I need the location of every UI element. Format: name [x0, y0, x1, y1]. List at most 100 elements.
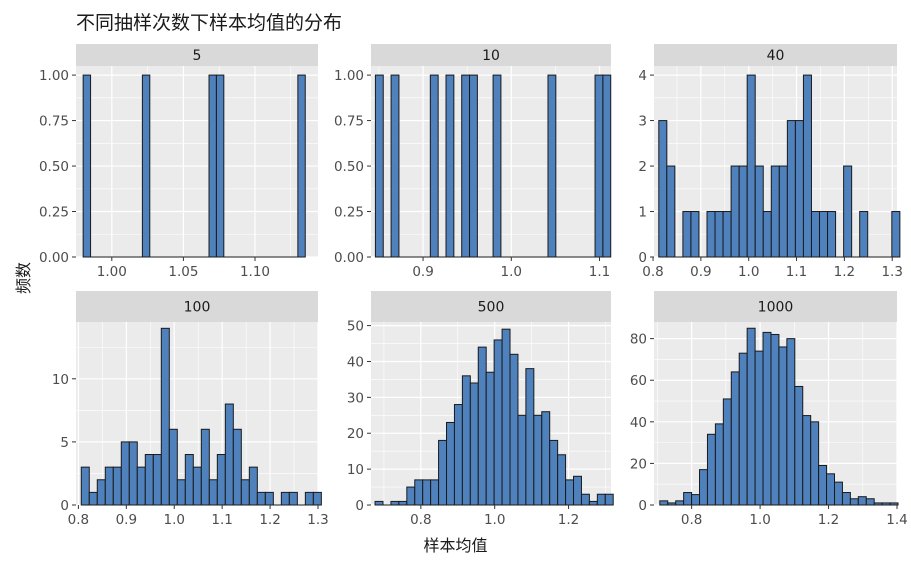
histogram-bar: [802, 74, 812, 258]
histogram-bar: [746, 327, 756, 506]
x-tick-label: 1.3: [307, 512, 328, 528]
facet-strip-label: 100: [184, 300, 211, 316]
histogram-bar: [762, 331, 772, 506]
histogram-bar: [493, 339, 503, 506]
histogram-bar: [834, 481, 843, 506]
histogram-bar: [778, 346, 788, 506]
histogram-bar: [264, 491, 274, 506]
histogram-bar: [288, 491, 298, 506]
histogram-bar: [430, 479, 440, 506]
histogram-bar: [297, 74, 306, 258]
histogram-bar: [304, 491, 314, 506]
histogram-bar: [152, 454, 162, 506]
histogram-bar: [429, 74, 439, 258]
histogram-bar: [573, 475, 582, 506]
histogram-bar: [706, 211, 716, 258]
histogram-bar: [857, 496, 867, 506]
x-tick-label: 1.2: [558, 512, 579, 528]
histogram-bar: [248, 466, 258, 506]
histogram-bar: [240, 479, 250, 506]
histogram-bar: [746, 74, 756, 258]
histogram-bar: [770, 333, 780, 506]
x-tick-label: 1.0: [749, 512, 770, 528]
y-tick-label: 4: [638, 68, 647, 84]
histogram-bar: [216, 454, 226, 506]
x-tick-label: 1.1: [589, 264, 610, 280]
facet-panel-5: 5 0.00 0.25 0.50 0.75 1.00 1.00 1.05 1.10: [39, 44, 318, 280]
y-tick-label: 2: [638, 159, 647, 175]
histogram-bar: [826, 473, 836, 506]
y-tick-label: 40: [347, 354, 364, 370]
y-tick-label: 0.25: [39, 205, 69, 221]
histogram-bar: [438, 439, 448, 506]
histogram-bar: [398, 500, 408, 506]
facet-panel-10: 10 0.00 0.25 0.50 0.75 1.00 0.9 1.0 1.1: [334, 44, 612, 280]
panel-background: [371, 66, 611, 257]
x-tick-label: 0.8: [642, 264, 663, 280]
histogram-bar: [547, 74, 557, 258]
histogram-bar: [580, 493, 590, 506]
x-tick-label: 0.8: [410, 512, 431, 528]
histogram-bar: [549, 439, 559, 506]
histogram-bar: [492, 74, 502, 258]
x-tick-label: 1.0: [163, 512, 184, 528]
x-tick-label: 0.8: [681, 512, 702, 528]
y-tick-label: 3: [638, 114, 647, 130]
histogram-bar: [659, 500, 669, 506]
histogram-bar: [541, 411, 551, 506]
histogram-bar: [794, 120, 804, 258]
histogram-bar: [390, 74, 400, 258]
y-tick-label: 0: [638, 498, 647, 514]
histogram-bar: [810, 211, 821, 258]
x-tick-label: 1.1: [786, 264, 807, 280]
facet-strip-label: 40: [767, 48, 785, 64]
histogram-bar: [501, 328, 511, 506]
histogram-bar: [136, 466, 146, 506]
histogram-bar: [604, 493, 614, 506]
histogram-bar: [818, 464, 828, 506]
histogram-bar: [414, 479, 424, 506]
facet-strip: [76, 291, 318, 322]
chart-title: 不同抽样次数下样本均值的分布: [76, 12, 343, 34]
histogram-bar: [517, 414, 527, 506]
x-tick-label: 1.00: [97, 264, 127, 280]
histogram-bar: [485, 371, 495, 506]
x-tick-label: 1.4: [886, 512, 907, 528]
x-tick-label: 0.9: [116, 512, 137, 528]
histogram-bar: [683, 492, 693, 506]
y-tick-label: 10: [347, 462, 364, 478]
histogram-bar: [786, 338, 796, 506]
facet-strip-label: 1000: [758, 300, 794, 316]
histogram-bar: [96, 479, 106, 506]
histogram-bar: [141, 74, 151, 258]
histogram-bar: [557, 454, 567, 506]
histogram-bar: [469, 74, 478, 258]
histogram-bar: [730, 165, 740, 258]
x-tick-label: 1.0: [501, 264, 522, 280]
histogram-bar: [208, 74, 217, 258]
histogram-bar: [730, 371, 740, 506]
facet-strip: [654, 44, 897, 66]
histogram-bar: [690, 211, 700, 258]
histogram-bar: [509, 353, 519, 506]
histogram-bar: [533, 414, 543, 506]
histogram-bar: [406, 486, 416, 506]
histogram-bar: [865, 498, 875, 506]
histogram-bar: [232, 428, 242, 506]
y-tick-label: 10: [52, 372, 69, 388]
x-tick-label: 1.1: [211, 512, 232, 528]
histogram-bar: [722, 211, 732, 258]
facet-strip-label: 5: [193, 48, 202, 64]
y-axis-label: 频数: [14, 261, 33, 295]
facet-panel-40: 40 0 1 2 3 4 0.8 0.9 1.0 1.1 1.2 1.3: [638, 44, 903, 280]
histogram-bar: [453, 404, 463, 506]
histogram-bar: [192, 466, 202, 506]
histogram-bar: [461, 375, 471, 506]
x-tick-label: 1.2: [259, 512, 280, 528]
histogram-bar: [891, 211, 901, 258]
histogram-bar: [374, 74, 384, 258]
histogram-bar: [80, 466, 90, 506]
y-tick-label: 0.50: [334, 159, 364, 175]
